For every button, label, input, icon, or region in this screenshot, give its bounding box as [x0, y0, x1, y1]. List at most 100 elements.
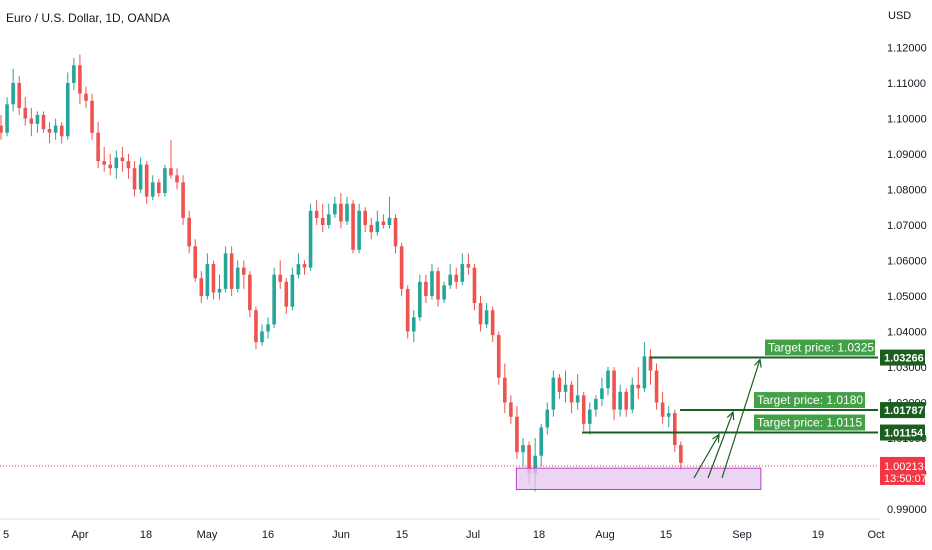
candle — [660, 391, 665, 424]
candle — [96, 122, 100, 169]
candle-body — [424, 281, 428, 296]
candle — [448, 264, 452, 289]
candle — [515, 406, 519, 460]
target-price-tag: 1.01154 — [880, 424, 925, 441]
candle — [47, 122, 52, 144]
target-tag-bg — [880, 402, 925, 419]
candle — [618, 384, 622, 417]
candle-body — [339, 203, 343, 222]
candle-body — [363, 210, 367, 225]
candle — [339, 193, 343, 229]
candle — [606, 367, 610, 396]
candle-body — [254, 310, 258, 343]
time-axis[interactable]: 5 Apr 18 May 16 Jun 15 Jul 18 Aug 15 Sep 19 Oct — [3, 529, 885, 541]
candle — [205, 253, 210, 300]
target-label: Target price: 1.0180 — [754, 392, 865, 409]
candle — [484, 303, 489, 328]
time-tick-label: Jul — [466, 529, 480, 541]
candle-body — [466, 264, 471, 268]
candle-body — [120, 157, 125, 162]
support-zone[interactable] — [515, 467, 762, 490]
candle — [235, 260, 240, 293]
candle — [138, 157, 143, 194]
candle-body — [175, 175, 179, 183]
candle — [587, 402, 592, 435]
candle-body — [11, 83, 15, 105]
candle-body — [636, 384, 641, 389]
candle-body — [654, 370, 659, 403]
time-tick-label: Apr — [71, 529, 88, 541]
candle-body — [575, 395, 580, 403]
candle-body — [515, 416, 519, 453]
candle — [5, 97, 9, 137]
candle — [199, 271, 204, 304]
candle — [193, 239, 198, 282]
candle — [163, 164, 167, 197]
candle — [284, 278, 289, 314]
candle — [217, 274, 222, 300]
candle-body — [587, 409, 592, 424]
candle-body — [618, 391, 622, 410]
candle — [411, 310, 416, 343]
candle — [211, 260, 216, 300]
candle — [624, 388, 629, 417]
candle-body — [387, 217, 392, 225]
price-tick-label: 1.07000 — [887, 220, 927, 232]
candle-body — [642, 356, 647, 389]
time-tick-label: Oct — [867, 529, 884, 541]
time-tick-label: 15 — [660, 529, 672, 541]
target-tag-text: 1.01154 — [884, 428, 924, 440]
candle — [672, 409, 677, 453]
arrow-head — [726, 410, 735, 421]
candle — [78, 54, 82, 105]
candle-body — [314, 210, 319, 218]
candle-body — [199, 278, 204, 296]
candle — [296, 253, 301, 279]
candle-body — [96, 132, 100, 162]
drawings: Target price: 1.0325 Target price: 1.0180… — [0, 339, 878, 490]
candle — [72, 58, 76, 91]
target-arrow — [721, 358, 762, 479]
candle-body — [47, 129, 52, 133]
candle — [308, 203, 313, 272]
target-tag-text: 1.01787 — [884, 405, 924, 417]
candle-body — [357, 210, 361, 250]
candle — [466, 253, 471, 275]
price-tick-label: 1.11000 — [887, 78, 926, 90]
candle — [509, 395, 513, 424]
candle — [575, 374, 580, 410]
arrow-shaft — [721, 359, 761, 479]
candle — [242, 260, 246, 289]
candle — [472, 264, 477, 311]
price-tick-label: 0.99000 — [887, 504, 927, 516]
candle-body — [333, 203, 337, 215]
candle-body — [272, 274, 276, 325]
candle-body — [624, 391, 629, 410]
candle — [393, 214, 398, 254]
last-price-bg — [880, 456, 925, 485]
candle-body — [399, 246, 404, 289]
candle — [223, 246, 228, 293]
candle — [454, 267, 459, 289]
candle — [144, 161, 149, 204]
candle-body — [17, 83, 22, 108]
candle — [496, 331, 501, 385]
candle — [35, 111, 40, 133]
candle-body — [418, 281, 422, 318]
candle-body — [0, 125, 3, 133]
candle — [648, 349, 653, 385]
candle — [666, 406, 671, 428]
target-arrow — [693, 433, 720, 479]
candle — [23, 97, 28, 126]
candle-body — [509, 402, 513, 417]
candle-body — [606, 370, 610, 389]
candle — [11, 68, 15, 112]
price-tick-label: 1.09000 — [887, 149, 927, 161]
candle-body — [193, 246, 198, 279]
candle — [399, 242, 404, 296]
candle-body — [72, 65, 76, 83]
candle-body — [527, 445, 531, 474]
candle — [557, 374, 562, 399]
